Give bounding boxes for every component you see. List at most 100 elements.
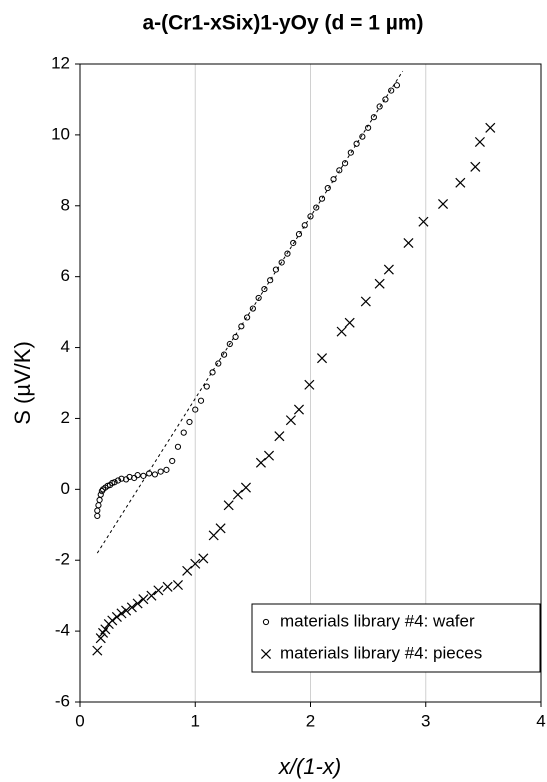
point: [140, 472, 147, 479]
point: [376, 103, 383, 110]
point: [485, 122, 496, 133]
point: [97, 491, 104, 498]
point: [172, 580, 183, 591]
cross-stroke: [263, 450, 275, 461]
cross-stroke: [344, 317, 355, 328]
point: [162, 581, 173, 592]
point: [272, 266, 280, 273]
point: [111, 479, 118, 486]
legend-box: [251, 603, 541, 673]
point: [301, 222, 308, 229]
point: [209, 369, 216, 376]
chart-title: a-(Cr1-xSix)1-yOy (d = 1 µm): [142, 12, 423, 35]
point: [111, 611, 122, 622]
y-tick-label: 6: [61, 266, 70, 285]
y-tick-label: 10: [51, 124, 70, 143]
x-tick-label: 2: [306, 711, 315, 730]
cross-stroke: [190, 558, 201, 569]
cross-stroke: [455, 177, 466, 188]
point: [94, 507, 101, 514]
point: [180, 429, 187, 436]
point: [359, 133, 366, 140]
point: [470, 161, 481, 172]
point: [146, 590, 157, 601]
point: [94, 512, 101, 520]
point: [116, 608, 127, 619]
cross-stroke: [107, 615, 118, 626]
cross-stroke: [260, 648, 272, 660]
point: [290, 239, 297, 247]
cross-stroke: [215, 523, 226, 534]
y-tick-label: 4: [61, 337, 70, 356]
point: [307, 213, 314, 220]
x-tick-label: 4: [536, 711, 545, 730]
y-axis-label: S (µV/K): [10, 341, 35, 425]
cross-stroke: [293, 404, 304, 415]
cross-stroke: [438, 198, 449, 210]
cross-stroke: [162, 581, 173, 592]
cross-stroke: [223, 500, 234, 511]
y-tick-label: 12: [51, 53, 70, 72]
point: [455, 177, 466, 188]
cross-stroke: [274, 431, 285, 442]
point: [244, 314, 251, 321]
point: [383, 264, 394, 275]
cross-stroke: [92, 645, 103, 656]
point: [336, 167, 343, 174]
cross-stroke: [470, 161, 481, 172]
cross-stroke: [360, 296, 371, 307]
point: [295, 231, 303, 238]
y-tick-label: 2: [61, 408, 70, 427]
point: [336, 326, 347, 337]
point: [126, 602, 137, 613]
cross-stroke: [317, 353, 328, 364]
point: [215, 360, 222, 367]
point: [174, 443, 182, 450]
point: [192, 406, 199, 413]
point: [232, 333, 239, 341]
point: [100, 624, 111, 635]
point: [317, 353, 328, 364]
point: [107, 615, 118, 626]
point: [374, 278, 385, 289]
cross-stroke: [182, 565, 193, 576]
point: [96, 496, 103, 504]
point: [146, 470, 153, 477]
point: [370, 114, 377, 121]
cross-stroke: [121, 605, 132, 616]
point: [95, 633, 106, 644]
point: [226, 340, 233, 348]
point: [293, 404, 304, 415]
point: [138, 594, 149, 605]
point: [261, 285, 268, 293]
point: [95, 502, 102, 509]
y-tick-label: -2: [55, 550, 70, 569]
point: [274, 431, 285, 442]
point: [240, 482, 251, 493]
point: [223, 500, 234, 511]
cross-stroke: [485, 122, 496, 133]
point: [114, 477, 122, 484]
point: [365, 124, 372, 131]
point: [215, 523, 226, 534]
x-tick-label: 1: [191, 711, 200, 730]
point: [284, 250, 291, 257]
x-tick-label: 3: [421, 711, 430, 730]
trendline: [96, 70, 404, 554]
point: [182, 565, 193, 576]
cross-stroke: [240, 482, 251, 493]
point: [382, 96, 389, 103]
x-tick-label: 0: [75, 711, 84, 730]
legend-label: materials library #4: wafer: [280, 611, 475, 630]
point: [262, 618, 270, 626]
cross-stroke: [95, 633, 106, 644]
cross-stroke: [383, 264, 394, 275]
cross-stroke: [374, 278, 385, 289]
point: [190, 558, 201, 569]
legend-label: materials library #4: pieces: [280, 643, 482, 662]
cross-stroke: [418, 216, 429, 227]
point: [163, 466, 170, 473]
point: [238, 323, 245, 330]
y-tick-label: -6: [55, 691, 70, 710]
